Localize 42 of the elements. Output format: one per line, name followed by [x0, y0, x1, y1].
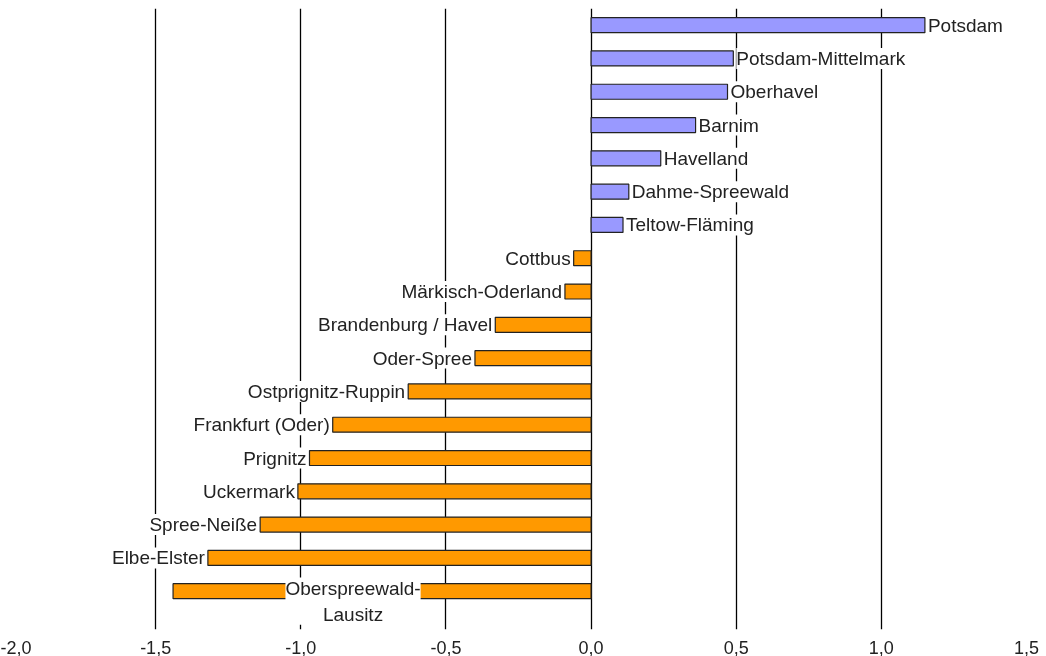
x-tick-label: 0,0	[578, 637, 604, 656]
bar	[474, 350, 592, 367]
bar	[573, 250, 592, 267]
bar	[564, 283, 592, 300]
y-tick-label: Potsdam	[927, 14, 1003, 36]
x-tick-label: -1,0	[285, 637, 317, 656]
y-tick-label: Oberspreewald-Lausitz	[285, 577, 421, 625]
bar	[590, 216, 624, 234]
x-tick-label: 1,0	[868, 637, 894, 656]
y-tick-label: Oder-Spree	[372, 347, 472, 369]
y-tick-label: Brandenburg / Havel	[318, 314, 493, 336]
bar	[332, 416, 592, 433]
y-tick-label: Prignitz	[243, 447, 307, 469]
x-tick-label: 0,5	[723, 637, 749, 656]
y-tick-label: Frankfurt (Oder)	[193, 414, 330, 436]
bar	[407, 383, 592, 400]
y-tick-label: Cottbus	[505, 247, 571, 269]
y-tick-label: Potsdam-Mittelmark	[736, 47, 906, 69]
y-tick-label: Elbe-Elster	[111, 547, 206, 569]
bar	[259, 516, 592, 533]
x-tick-label: -0,5	[430, 637, 462, 656]
y-tick-label: Ostprignitz-Ruppin	[247, 380, 406, 402]
bar	[308, 449, 592, 467]
bar	[494, 316, 592, 333]
bar	[297, 483, 592, 500]
bar	[590, 183, 630, 200]
x-tick-label: 1,5	[1013, 637, 1040, 656]
bar	[590, 150, 662, 167]
x-tick-label: -2,0	[0, 637, 32, 656]
bar	[590, 17, 926, 34]
x-tick-label: -1,5	[140, 637, 172, 656]
y-tick-label: Oberhavel	[730, 81, 819, 103]
y-tick-label: Teltow-Fläming	[626, 214, 754, 236]
y-tick-label: Uckermark	[203, 480, 296, 502]
y-tick-label: Havelland	[663, 147, 749, 169]
y-tick-label: Barnim	[698, 114, 759, 136]
y-tick-label: Dahme-Spreewald	[631, 181, 790, 203]
y-tick-label: Spree-Neiße	[149, 514, 258, 536]
y-tick-label: Märkisch-Oderland	[401, 281, 562, 303]
bar	[590, 116, 697, 134]
bar	[207, 549, 592, 566]
bar	[590, 83, 729, 100]
